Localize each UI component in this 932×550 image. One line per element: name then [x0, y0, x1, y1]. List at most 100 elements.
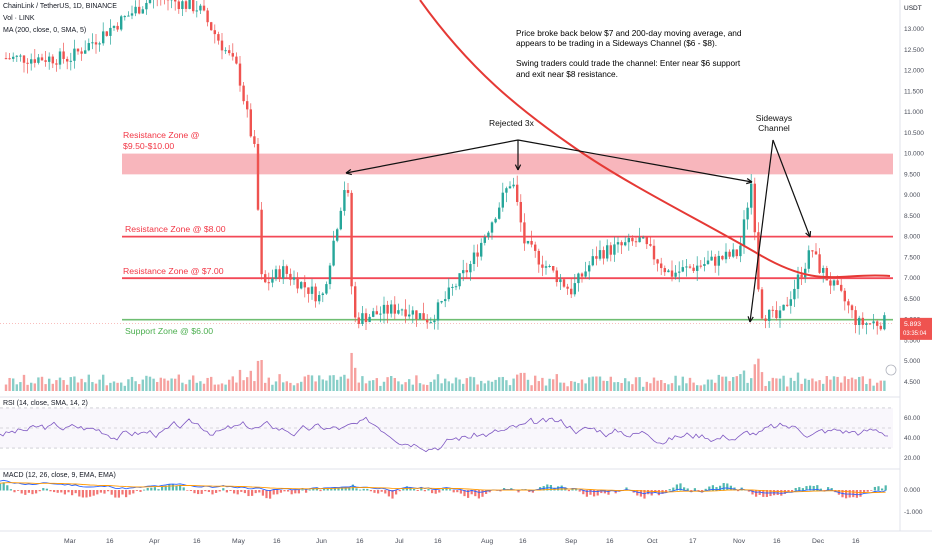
candle-body — [91, 42, 94, 44]
volume-bar — [800, 383, 803, 391]
candle-body — [260, 209, 263, 275]
volume-bar — [771, 377, 774, 391]
volume-bar — [382, 381, 386, 391]
candle-body — [537, 250, 540, 265]
volume-bar — [840, 382, 843, 391]
macd-histogram-bar — [243, 490, 246, 494]
candle-body — [724, 251, 728, 260]
macd-histogram-bar — [870, 490, 873, 491]
candle-body — [328, 265, 332, 285]
candle-body — [580, 273, 584, 277]
macd-histogram-bar — [2, 482, 5, 491]
time-axis-tick: 16 — [193, 538, 201, 545]
macd-histogram-bar — [747, 490, 750, 492]
macd-histogram-bar — [589, 490, 592, 495]
macd-histogram-bar — [571, 488, 574, 491]
candle-body — [426, 319, 429, 323]
volume-bar — [735, 376, 738, 391]
volume-bar — [217, 384, 220, 391]
volume-bar — [325, 380, 328, 391]
volume-bar — [274, 381, 278, 391]
macd-histogram-bar — [755, 490, 758, 497]
volume-bar — [872, 385, 875, 391]
volume-bar — [375, 378, 378, 391]
volume-bar — [37, 377, 40, 391]
macd-histogram-bar — [675, 484, 678, 491]
volume-bar — [303, 376, 306, 391]
price-axis-tick: 11.000 — [904, 109, 924, 116]
candle-body — [80, 51, 83, 54]
volume-bar — [285, 381, 288, 391]
macd-histogram-bar — [402, 488, 405, 491]
macd-histogram-bar — [881, 488, 884, 491]
macd-histogram-bar — [827, 487, 830, 491]
price-axis-tick: 9.000 — [904, 192, 921, 199]
volume-bar — [602, 380, 605, 391]
volume-bar — [87, 374, 90, 391]
volume-bar — [703, 384, 706, 391]
candle-body — [264, 274, 267, 283]
candle-body — [303, 282, 306, 288]
candle-body — [573, 283, 576, 295]
macd-histogram-bar — [481, 490, 484, 497]
macd-histogram-bar — [791, 490, 794, 492]
volume-bar — [422, 384, 425, 391]
candle-body — [300, 282, 303, 289]
volume-bar — [372, 380, 375, 391]
volume-bar — [829, 379, 832, 391]
macd-histogram-bar — [517, 490, 520, 493]
candle-body — [12, 56, 15, 59]
volume-bar — [760, 372, 764, 391]
volume-bar — [33, 383, 36, 391]
candle-body — [4, 58, 8, 60]
candle-body — [850, 305, 854, 311]
macd-histogram-bar — [355, 488, 358, 491]
volume-bar — [130, 376, 134, 391]
volume-bar — [778, 378, 782, 391]
candle-body — [548, 265, 551, 267]
macd-histogram-bar — [434, 490, 437, 494]
candle-body — [224, 50, 227, 52]
candle-body — [732, 249, 735, 257]
candle-body — [382, 304, 386, 314]
macd-histogram-bar — [369, 490, 372, 492]
volume-bar — [447, 381, 450, 391]
volume-bar — [768, 381, 771, 391]
volume-bar — [739, 374, 742, 391]
candle-body — [336, 229, 339, 241]
candle-body — [638, 237, 641, 243]
macd-axis-tick: 0.000 — [904, 487, 921, 494]
candle-body — [685, 266, 688, 268]
macd-histogram-bar — [272, 490, 275, 495]
volume-bar — [156, 381, 159, 391]
macd-histogram-bar — [819, 488, 822, 491]
macd-histogram-bar — [413, 488, 416, 491]
macd-histogram-bar — [211, 490, 214, 495]
volume-bar — [145, 375, 148, 391]
candle-body — [22, 55, 26, 63]
macd-histogram-bar — [168, 484, 171, 491]
candle-body — [112, 25, 116, 28]
macd-histogram-bar — [125, 490, 128, 498]
candle-body — [332, 240, 335, 266]
macd-histogram-bar — [179, 484, 182, 491]
resistance-zone-band — [122, 153, 893, 175]
candle-body — [397, 310, 400, 314]
macd-histogram-bar — [384, 490, 387, 494]
volume-bar — [418, 383, 422, 391]
macd-histogram-bar — [794, 488, 797, 491]
volume-bar — [868, 378, 872, 391]
candle-body — [667, 270, 670, 273]
macd-histogram-bar — [229, 490, 232, 491]
candle-body — [609, 245, 612, 255]
volume-bar — [530, 385, 533, 391]
macd-histogram-bar — [53, 490, 56, 493]
macd-histogram-bar — [96, 490, 99, 495]
volume-bar — [804, 378, 807, 391]
macd-histogram-bar — [636, 490, 639, 496]
macd-histogram-bar — [287, 490, 290, 492]
price-axis-tick: 11.500 — [904, 88, 924, 95]
candle-body — [811, 250, 814, 252]
volume-bar — [876, 382, 879, 391]
